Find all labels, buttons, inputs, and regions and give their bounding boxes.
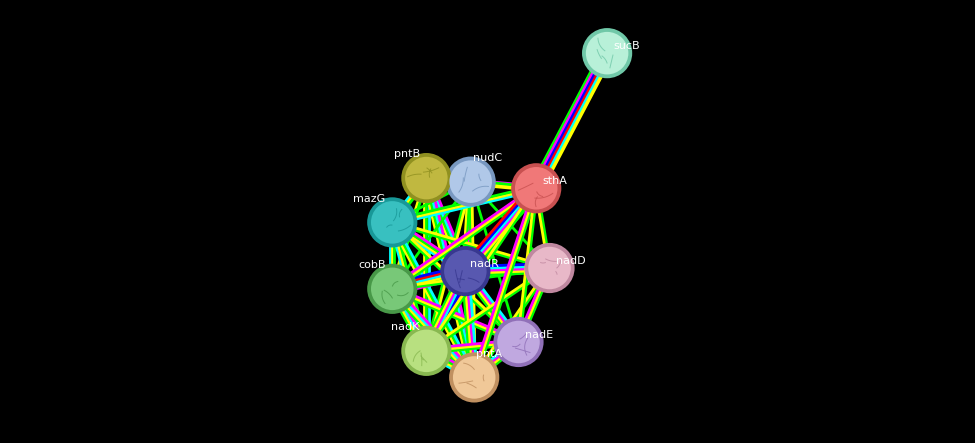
Text: nadD: nadD: [556, 256, 586, 266]
Circle shape: [449, 352, 499, 403]
Circle shape: [405, 157, 448, 199]
Circle shape: [528, 247, 570, 289]
Circle shape: [493, 317, 544, 367]
Text: nadE: nadE: [526, 330, 553, 340]
Circle shape: [444, 250, 487, 292]
Circle shape: [497, 321, 540, 363]
Circle shape: [368, 264, 417, 314]
Text: nudC: nudC: [473, 153, 502, 163]
Circle shape: [511, 163, 562, 214]
Circle shape: [446, 156, 495, 207]
Text: nadK: nadK: [391, 322, 419, 332]
Text: pntB: pntB: [394, 149, 419, 159]
Text: pntA: pntA: [477, 349, 502, 359]
Text: sthA: sthA: [543, 176, 567, 186]
Circle shape: [586, 32, 628, 74]
Text: mazG: mazG: [353, 194, 385, 204]
Circle shape: [453, 356, 495, 399]
Circle shape: [441, 246, 490, 296]
Circle shape: [368, 197, 417, 248]
Circle shape: [402, 326, 451, 376]
Text: nadR: nadR: [470, 259, 498, 269]
Circle shape: [371, 268, 413, 310]
Text: sucB: sucB: [613, 41, 641, 51]
Circle shape: [405, 330, 448, 372]
Circle shape: [525, 243, 574, 293]
Circle shape: [515, 167, 558, 210]
Circle shape: [371, 201, 413, 244]
Text: cobB: cobB: [358, 260, 385, 270]
Circle shape: [402, 153, 451, 203]
Circle shape: [449, 160, 492, 203]
Circle shape: [582, 28, 632, 78]
